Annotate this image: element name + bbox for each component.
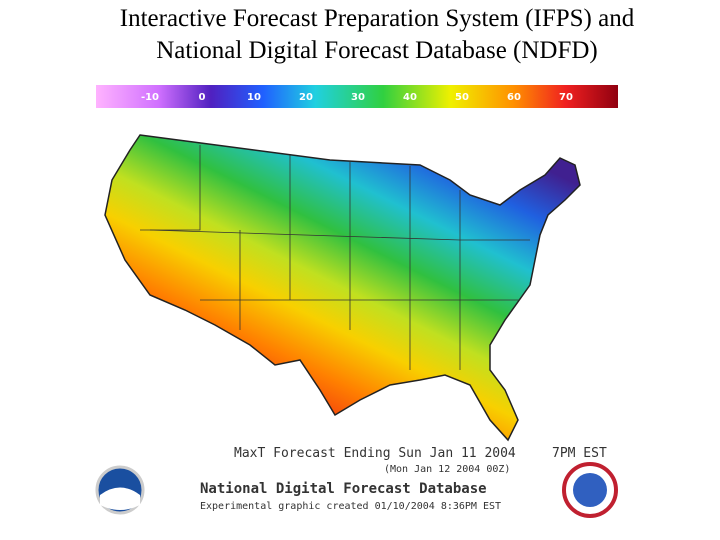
color-bar [96,85,618,108]
nws-logo-inner [573,473,607,507]
database-label: National Digital Forecast Database [200,481,487,497]
utc-label: (Mon Jan 12 2004 00Z) [384,464,510,475]
created-label: Experimental graphic created 01/10/2004 … [200,501,501,512]
time-label: 7PM EST [552,446,607,461]
color-bar-tick: 10 [247,92,261,103]
color-bar-tick: 0 [199,92,206,103]
color-bar-tick: 50 [455,92,469,103]
color-bar-tick: 60 [507,92,521,103]
state-lines [140,145,530,370]
title-line: National Digital Forecast Database (NDFD… [156,37,598,64]
color-bar-tick: -10 [141,92,159,103]
title-line: Interactive Forecast Preparation System … [120,5,635,32]
product-label: MaxT Forecast Ending Sun Jan 11 2004 [234,446,516,461]
color-bar-tick: 40 [403,92,417,103]
color-bar-tick: 30 [351,92,365,103]
color-bar-tick: 20 [299,92,313,103]
us-map [104,134,581,442]
color-bar-tick: 70 [559,92,573,103]
noaa-logo-wave [100,487,140,510]
